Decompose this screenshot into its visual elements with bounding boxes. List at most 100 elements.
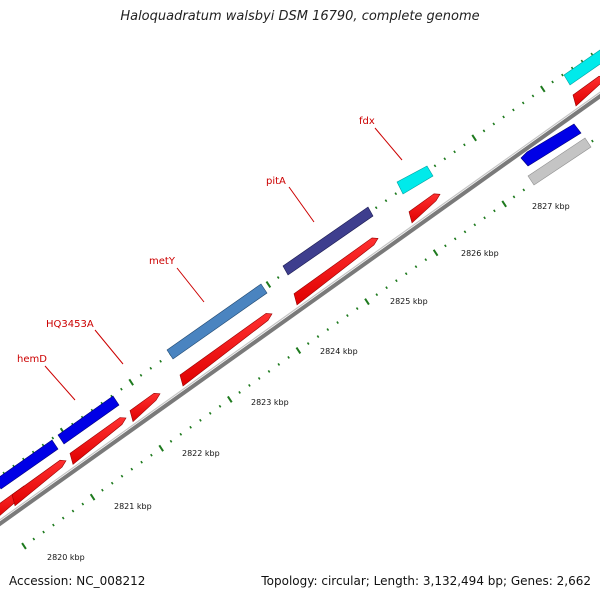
minor-tick [189,425,192,429]
minor-tick [463,230,467,234]
cds-feature-r4[interactable] [129,392,161,423]
major-tick [89,493,96,501]
genome-backbone [0,91,600,527]
minor-tick [590,52,594,56]
major-tick [364,298,370,306]
minor-tick [130,467,134,471]
minor-tick [453,237,457,241]
gene-gray-right[interactable] [527,137,592,186]
minor-tick [463,143,466,147]
minor-tick [218,404,222,408]
gene-blue-left[interactable] [0,439,59,490]
major-tick [158,444,164,452]
gene-cyan-right[interactable] [563,49,600,86]
cds-feature-r8[interactable] [572,75,600,107]
gene-features [0,49,600,490]
minor-tick [482,129,486,133]
minor-tick [101,488,104,492]
major-tick [265,281,272,288]
minor-tick [404,272,408,276]
minor-tick [51,436,55,440]
minor-tick [521,101,525,105]
scale-label-2822: 2822 kbp [182,449,220,458]
minor-tick [199,418,202,422]
minor-tick [326,328,330,331]
major-tick [295,347,302,354]
minor-tick [208,411,212,415]
gene-metY[interactable] [166,283,268,360]
minor-tick [493,209,496,213]
cds-feature-r7[interactable] [408,193,441,224]
scale-label-2826: 2826 kbp [461,249,499,258]
gene-label-metY: metY [149,256,176,267]
major-tick [21,542,27,550]
minor-tick [120,474,124,478]
scale-label-2824: 2824 kbp [320,347,358,356]
minor-tick [502,115,505,119]
minor-tick [531,94,535,98]
minor-tick [483,216,486,220]
cds-feature-r2[interactable] [11,459,67,507]
minor-tick [443,157,447,161]
minor-tick [150,453,153,457]
minor-tick [561,73,564,77]
scale-labels: 2820 kbp 2821 kbp 2822 kbp 2823 kbp 2824… [47,202,570,562]
gene-label-pitA: pitA [266,176,286,187]
minor-tick [149,366,153,370]
minor-tick [32,537,36,541]
minor-tick [110,481,114,485]
minor-tick [424,258,428,262]
minor-tick [414,265,418,269]
minor-tick [394,192,398,196]
major-tick [501,200,507,208]
minor-tick [81,502,85,506]
scale-label-2821: 2821 kbp [114,502,152,511]
gene-labels: hemD HQ3453A metY pitA fdx [17,116,403,401]
minor-tick [276,276,280,279]
minor-tick [512,108,515,112]
gene-blue-right[interactable] [520,123,582,167]
scale-label-2820: 2820 kbp [47,553,85,562]
minor-tick [385,286,388,290]
minor-tick [120,387,123,391]
gene-pitA[interactable] [282,206,374,276]
minor-tick [71,509,75,513]
minor-tick [336,321,339,324]
minor-tick [139,373,143,377]
minor-tick [473,223,477,227]
major-tick [471,134,477,142]
minor-tick [591,139,594,143]
minor-tick [395,279,398,283]
minor-tick [238,390,241,394]
major-tick [540,85,546,93]
minor-tick [384,199,388,203]
minor-tick [61,516,65,520]
major-tick [432,249,439,257]
accession-text: Accession: NC_008212 [9,574,146,588]
cds-feature-r6[interactable] [293,237,379,306]
gene-fdx[interactable] [396,165,434,195]
gene-label-fdx: fdx [359,116,375,127]
gene-label-hq3453a: HQ3453A [46,319,94,330]
major-tick [128,378,134,386]
minor-tick [453,150,456,154]
minor-tick [433,164,437,168]
gene-label-hemD: hemD [17,354,47,365]
scale-label-2825: 2825 kbp [390,297,428,306]
minor-tick [512,195,516,199]
cds-feature-r3[interactable] [69,417,127,465]
topology-text: Topology: circular; Length: 3,132,494 bp… [261,574,591,588]
major-tick [227,395,233,403]
gene-hemD[interactable] [57,395,120,445]
minor-tick [267,369,271,373]
scale-label-2827: 2827 kbp [532,202,570,211]
minor-tick [306,342,310,345]
minor-tick [140,460,143,464]
minor-tick [492,122,496,126]
cds-feature-r5[interactable] [179,313,273,387]
minor-tick [257,376,261,380]
minor-tick [287,356,290,359]
minor-tick [52,523,55,527]
scale-ticks-inner [21,139,594,550]
